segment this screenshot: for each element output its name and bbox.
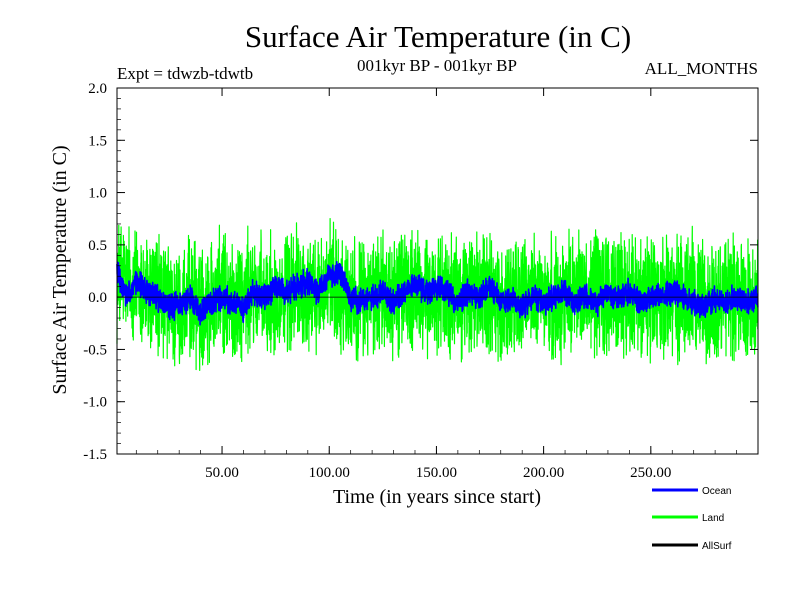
plot-border <box>116 87 759 455</box>
chart-subtitle-left: Expt = tdwzb-tdwtb <box>117 64 253 83</box>
series-line-ocean <box>116 260 759 326</box>
chart-title: Surface Air Temperature (in C) <box>245 19 631 54</box>
x-axis-label: Time (in years since start) <box>333 486 541 508</box>
chart-subtitle-center: 001kyr BP - 001kyr BP <box>357 56 517 75</box>
legend-label-land: Land <box>702 513 724 524</box>
y-tick-label: 0.5 <box>88 238 107 254</box>
legend-label-ocean: Ocean <box>702 486 731 497</box>
chart-subtitle-right: ALL_MONTHS <box>645 59 758 78</box>
y-tick-label: 1.0 <box>88 186 107 202</box>
legend: Ocean Land AllSurf <box>652 486 732 552</box>
plot-frame <box>116 87 759 455</box>
x-tick-label: 100.00 <box>309 465 350 481</box>
y-axis-label: Surface Air Temperature (in C) <box>49 145 71 394</box>
y-tick-label: -0.5 <box>83 342 107 358</box>
y-axis-ticks: -1.5 -1.0 -0.5 0.0 0.5 1.0 1.5 2.0 <box>83 81 758 463</box>
y-tick-label: -1.5 <box>83 447 107 463</box>
x-tick-label: 150.00 <box>416 465 457 481</box>
y-tick-label: 0.0 <box>88 290 107 306</box>
x-axis-ticks: 50.00 100.00 150.00 200.00 250.00 <box>135 88 737 481</box>
y-tick-label: 1.5 <box>88 133 107 149</box>
legend-label-allsurf: AllSurf <box>702 541 732 552</box>
y-tick-label: 2.0 <box>88 81 107 97</box>
x-tick-label: 200.00 <box>523 465 564 481</box>
x-tick-label: 50.00 <box>205 465 239 481</box>
y-tick-label: -1.0 <box>83 395 107 411</box>
plot-series <box>116 218 759 371</box>
x-tick-label: 250.00 <box>630 465 671 481</box>
